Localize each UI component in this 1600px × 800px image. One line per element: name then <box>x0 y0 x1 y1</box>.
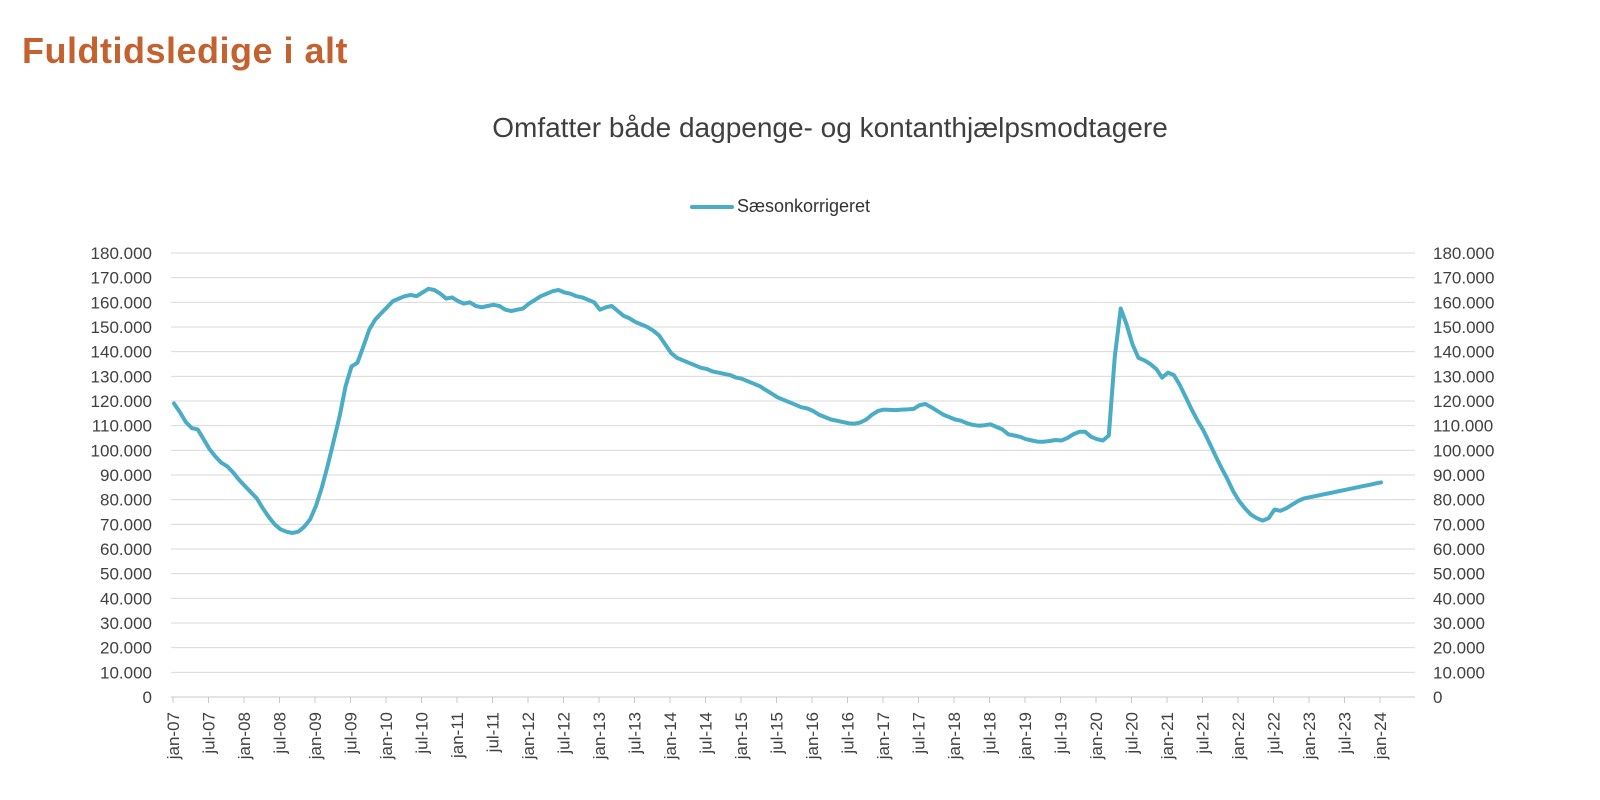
y-axis-label-right: 50.000 <box>1433 565 1485 584</box>
y-axis-label-left: 170.000 <box>91 269 152 288</box>
x-axis-label: jan-17 <box>874 712 893 760</box>
y-axis-label-left: 100.000 <box>91 441 152 460</box>
y-axis-label-right: 90.000 <box>1433 466 1485 485</box>
x-axis-label: jul-20 <box>1123 712 1142 755</box>
legend-line-swatch <box>689 204 734 209</box>
y-axis-label-left: 180.000 <box>91 244 152 263</box>
chart-title: Omfatter både dagpenge- og kontanthjælps… <box>492 112 1168 143</box>
y-axis-label-right: 140.000 <box>1433 343 1494 362</box>
y-axis-label-right: 180.000 <box>1433 244 1494 263</box>
y-axis-label-left: 30.000 <box>100 614 152 633</box>
y-axis-label-left: 50.000 <box>100 565 152 584</box>
legend: Sæsonkorrigeret <box>230 196 1330 217</box>
x-axis-label: jan-13 <box>590 712 609 760</box>
x-axis-label: jan-09 <box>306 712 325 760</box>
x-axis-label: jul-17 <box>910 712 929 755</box>
legend-label: Sæsonkorrigeret <box>736 196 871 216</box>
y-axis-label-right: 70.000 <box>1433 515 1485 534</box>
y-axis-label-right: 120.000 <box>1433 392 1494 411</box>
y-axis-label-right: 20.000 <box>1433 639 1485 658</box>
x-axis-label: jan-08 <box>235 712 254 760</box>
y-axis-label-left: 160.000 <box>91 293 152 312</box>
x-axis-label: jul-16 <box>839 712 858 755</box>
x-axis-label: jul-15 <box>768 712 787 755</box>
y-axis-label-left: 10.000 <box>100 663 152 682</box>
x-axis-label: jan-21 <box>1158 712 1177 760</box>
x-axis-label: jan-23 <box>1300 712 1319 760</box>
x-axis-label: jul-23 <box>1336 712 1355 755</box>
y-axis-label-left: 20.000 <box>100 639 152 658</box>
x-axis-label: jan-10 <box>377 712 396 760</box>
x-axis-label: jan-24 <box>1371 712 1390 760</box>
y-axis-label-right: 100.000 <box>1433 441 1494 460</box>
y-axis-label-right: 30.000 <box>1433 614 1485 633</box>
y-axis-label-left: 70.000 <box>100 515 152 534</box>
x-axis-label: jul-11 <box>484 712 503 753</box>
y-axis-label-left: 140.000 <box>91 343 152 362</box>
x-axis-label: jul-18 <box>981 712 1000 755</box>
y-axis-label-left: 80.000 <box>100 491 152 510</box>
x-axis-label: jan-15 <box>732 712 751 760</box>
y-axis-label-right: 0 <box>1433 688 1442 707</box>
x-axis-label: jul-07 <box>200 712 219 755</box>
page-title: Fuldtidsledige i alt <box>22 30 349 71</box>
x-axis-label: jul-13 <box>626 712 645 755</box>
x-axis-label: jul-12 <box>555 712 574 755</box>
x-axis-label: jan-20 <box>1087 712 1106 760</box>
x-axis-label: jul-09 <box>342 712 361 755</box>
y-axis-label-right: 40.000 <box>1433 589 1485 608</box>
y-axis-label-left: 120.000 <box>91 392 152 411</box>
y-axis-label-left: 90.000 <box>100 466 152 485</box>
x-axis-label: jul-10 <box>413 712 432 755</box>
x-axis-label: jul-21 <box>1194 712 1213 755</box>
y-axis-label-left: 110.000 <box>92 417 152 436</box>
x-axis-label: jul-19 <box>1052 712 1071 755</box>
y-axis-label-left: 150.000 <box>91 318 152 337</box>
x-axis-label: jul-22 <box>1265 712 1284 755</box>
x-axis-label: jan-19 <box>1016 712 1035 760</box>
x-axis-label: jan-11 <box>448 712 467 759</box>
y-axis-label-right: 150.000 <box>1433 318 1494 337</box>
x-axis-label: jan-18 <box>945 712 964 760</box>
y-axis-label-left: 0 <box>143 688 152 707</box>
y-axis-label-left: 130.000 <box>91 367 152 386</box>
x-axis-label: jan-14 <box>661 712 680 760</box>
y-axis-label-left: 40.000 <box>100 589 152 608</box>
y-axis-label-right: 170.000 <box>1433 269 1494 288</box>
x-axis-label: jan-12 <box>519 712 538 760</box>
y-axis-label-left: 60.000 <box>100 540 152 559</box>
y-axis-label-right: 110.000 <box>1433 417 1493 436</box>
x-axis-label: jul-14 <box>697 712 716 755</box>
y-axis-label-right: 80.000 <box>1433 491 1485 510</box>
y-axis-label-right: 10.000 <box>1433 663 1485 682</box>
series-line-saesonkorrigeret <box>172 286 1383 535</box>
y-axis-label-right: 160.000 <box>1433 293 1494 312</box>
x-axis-label: jul-08 <box>271 712 290 755</box>
x-axis-label: jan-07 <box>164 712 183 760</box>
y-axis-label-right: 130.000 <box>1433 367 1494 386</box>
x-axis-label: jan-16 <box>803 712 822 760</box>
x-axis-label: jan-22 <box>1229 712 1248 760</box>
y-axis-label-right: 60.000 <box>1433 540 1485 559</box>
